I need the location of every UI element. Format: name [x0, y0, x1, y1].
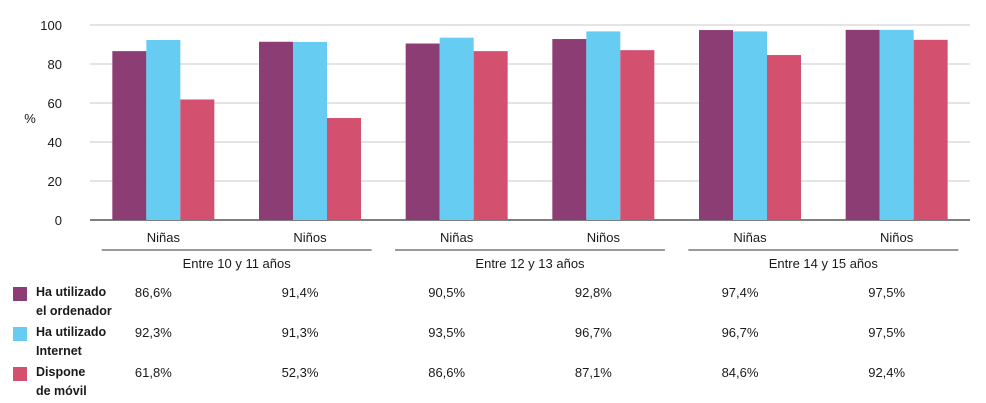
bar: [327, 118, 361, 220]
x-category-label: Niñas: [733, 230, 767, 245]
data-label: 86,6%: [428, 365, 466, 380]
data-label: 90,5%: [428, 285, 466, 300]
data-label: 93,5%: [428, 325, 466, 340]
x-axis-categories: Niñas Niños Niñas Niños Niñas Niños: [147, 230, 914, 245]
legend-row: Dispone de móvil 61,8% 52,3% 86,6% 87,1% 84,6…: [0, 363, 986, 403]
bar: [439, 37, 474, 220]
bar: [293, 41, 327, 221]
legend-row: Ha utilizado el ordenador 86,6% 91,4% 90,5%…: [0, 283, 986, 323]
x-category-label: Niñas: [147, 230, 181, 245]
data-label: 92,3%: [134, 325, 172, 340]
x-group-label: Entre 14 y 15 años: [769, 256, 879, 271]
data-label: 52,3%: [281, 365, 319, 380]
bar: [620, 50, 655, 220]
y-tick-label: 0: [55, 213, 62, 228]
data-label: 97,5%: [868, 285, 906, 300]
x-axis-groups: Entre 10 y 11 años Entre 12 y 13 años Entr…: [101, 249, 959, 271]
y-tick-label: 60: [48, 96, 62, 111]
y-tick-label: 40: [48, 135, 62, 150]
data-label: 91,3%: [281, 325, 319, 340]
data-label: 97,4%: [721, 285, 759, 300]
bar: [259, 41, 293, 220]
y-axis-ticks: 0 20 40 60 80 100: [40, 18, 62, 228]
x-category-label: Niños: [880, 230, 914, 245]
data-label: 97,5%: [868, 325, 906, 340]
legend-swatch: [13, 287, 27, 301]
y-tick-label: 80: [48, 57, 62, 72]
bar: [586, 31, 621, 221]
data-label: 96,7%: [574, 325, 612, 340]
bar: [879, 29, 914, 220]
bar: [767, 55, 801, 220]
data-label: 84,6%: [721, 365, 759, 380]
y-tick-label: 20: [48, 174, 62, 189]
x-group-label: Entre 10 y 11 años: [183, 256, 292, 271]
data-label: 86,6%: [134, 285, 172, 300]
data-label: 61,8%: [134, 365, 172, 380]
legend-label: Ha utilizado el ordenador: [36, 285, 112, 318]
bar: [699, 30, 733, 220]
bar: [913, 39, 948, 220]
legend-row: Ha utilizado Internet 92,3% 91,3% 93,5% 96,7…: [0, 323, 986, 363]
x-category-label: Niños: [293, 230, 327, 245]
legend-swatch: [13, 367, 27, 381]
bar: [845, 29, 880, 220]
bar: [552, 39, 587, 220]
bars: [112, 29, 948, 221]
data-label: 91,4%: [281, 285, 319, 300]
y-tick-label: 100: [40, 18, 62, 33]
legend-label: Ha utilizado Internet: [36, 325, 107, 358]
bar: [473, 51, 508, 220]
y-axis-label: %: [24, 111, 36, 126]
legend-label: Dispone de móvil: [36, 365, 87, 398]
data-label: 92,8%: [574, 285, 612, 300]
legend-swatch: [13, 327, 27, 341]
bar: [180, 99, 215, 220]
data-label: 92,4%: [868, 365, 906, 380]
bar: [733, 31, 767, 221]
bar: [146, 40, 181, 220]
data-label: 87,1%: [574, 365, 612, 380]
bar: [112, 51, 147, 220]
bar: [405, 43, 440, 221]
x-category-label: Niñas: [440, 230, 474, 245]
x-category-label: Niños: [587, 230, 621, 245]
gridlines: [90, 24, 970, 221]
data-label: 96,7%: [721, 325, 759, 340]
x-group-label: Entre 12 y 13 años: [475, 256, 585, 271]
